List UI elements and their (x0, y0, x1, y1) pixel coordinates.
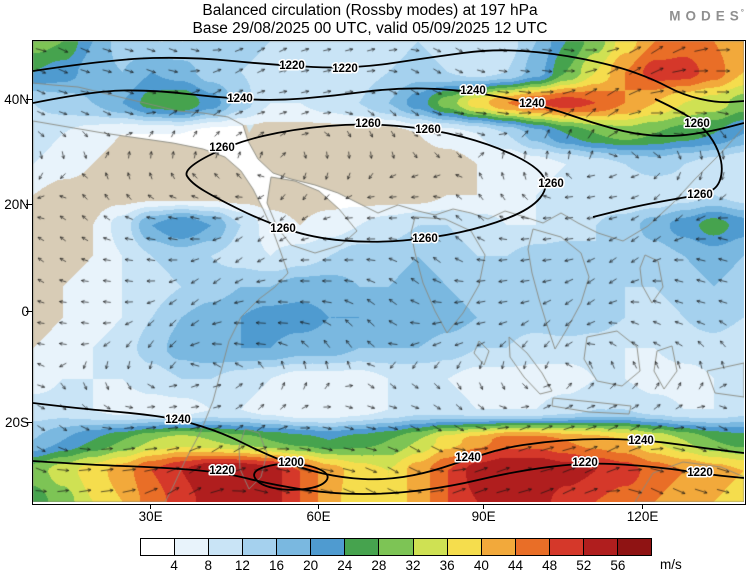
colorbar-segment (617, 539, 651, 555)
contour-line-1220 (33, 460, 744, 495)
y-axis-tickmark (26, 310, 32, 313)
colorbar-tick-label: 8 (204, 558, 213, 573)
contour-label: 1240 (628, 435, 654, 447)
y-axis-tick-label: 0 (0, 304, 29, 320)
colorbar-segment (209, 539, 244, 555)
modes-logo-mark: ° (740, 8, 744, 17)
y-axis-tickmark (26, 203, 32, 206)
y-axis-tickmark (26, 98, 32, 101)
contour-label: 1240 (165, 414, 191, 426)
y-axis-tick-label: 40N (4, 91, 29, 107)
colorbar-unit: m/s (660, 557, 682, 572)
contour-label: 1220 (572, 457, 598, 469)
x-axis-tickmark (482, 504, 485, 509)
contour-line-1260 (592, 98, 723, 218)
contour-label: 1240 (519, 98, 545, 110)
contour-label: 1260 (687, 189, 713, 201)
colorbar-segment (175, 539, 210, 555)
contour-label: 1220 (279, 60, 305, 72)
colorbar-tick-label: 24 (337, 558, 353, 573)
colorbar-segment (243, 539, 278, 555)
contour-line-1200 (253, 462, 329, 491)
y-axis-tickmark (26, 421, 32, 424)
contour-label: 1260 (270, 223, 296, 235)
colorbar-tick-label: 36 (439, 558, 455, 573)
contour-line-1240 (33, 402, 744, 481)
colorbar-segment (311, 539, 346, 555)
colorbar-segment (549, 539, 584, 555)
x-axis-tick-label: 90E (471, 509, 496, 524)
y-axis-tick-label: 20S (4, 414, 29, 430)
colorbar-segment (141, 539, 176, 555)
colorbar-segment (413, 539, 448, 555)
colorbar-segment (379, 539, 414, 555)
colorbar-segment (515, 539, 550, 555)
x-axis-tickmark (317, 504, 320, 509)
contour-label: 1240 (455, 452, 481, 464)
x-axis-tickmark (641, 504, 644, 509)
page-title: Balanced circulation (Rossby modes) at 1… (202, 2, 538, 19)
contour-label: 1260 (209, 142, 235, 154)
colorbar-tick-label: 12 (234, 558, 250, 573)
contour-label: 1240 (227, 93, 253, 105)
colorbar (140, 538, 652, 556)
contour-label: 1260 (684, 118, 710, 130)
contour-label: 1260 (538, 178, 564, 190)
colorbar-segment (583, 539, 618, 555)
colorbar-tick-label: 16 (269, 558, 285, 573)
x-axis-tickmark (149, 504, 152, 509)
contour-label: 1260 (412, 233, 438, 245)
contour-label: 1260 (355, 118, 381, 130)
contour-svg: 1220 1220 1240 1240 1240 1260 1260 1260 1260 1260… (33, 49, 744, 495)
colorbar-segment (481, 539, 516, 555)
contour-label: 1220 (687, 467, 713, 479)
modes-logo-text: MODES (669, 8, 744, 24)
colorbar-tick-label: 56 (610, 558, 626, 573)
colorbar-tick-label: 4 (170, 558, 178, 573)
map-canvas (33, 41, 744, 502)
colorbar-tick-label: 28 (371, 558, 387, 573)
colorbar-tick-label: 44 (507, 558, 523, 573)
page-subtitle: Base 29/08/2025 00 UTC, valid 05/09/2025… (192, 20, 548, 37)
colorbar-tick-label: 48 (542, 558, 558, 573)
modes-logo: MODES° (669, 8, 744, 24)
contour-line-1260 (185, 123, 547, 243)
colorbar-tick-label: 20 (303, 558, 319, 573)
colorbar-tick-label: 32 (405, 558, 421, 573)
y-axis-tick-label: 20N (4, 196, 29, 212)
contour-line-1220 (33, 49, 744, 104)
contour-label: 1220 (332, 63, 358, 75)
contour-label: 1200 (278, 457, 304, 469)
colorbar-tick-label: 52 (576, 558, 592, 573)
colorbar-tick-label: 40 (473, 558, 489, 573)
colorbar-segment (277, 539, 312, 555)
contour-line-1240 (33, 87, 744, 137)
colorbar-segment (447, 539, 482, 555)
x-axis-tick-label: 60E (306, 509, 331, 524)
x-axis-tick-label: 30E (138, 509, 163, 524)
contour-label: 1240 (460, 85, 486, 97)
x-axis-tick-label: 120E (626, 509, 659, 524)
contour-label: 1260 (415, 124, 441, 136)
map-plot: 1220 1220 1240 1240 1240 1260 1260 1260 1260 1260… (32, 40, 746, 505)
contour-label: 1220 (209, 465, 235, 477)
colorbar-segment (345, 539, 380, 555)
